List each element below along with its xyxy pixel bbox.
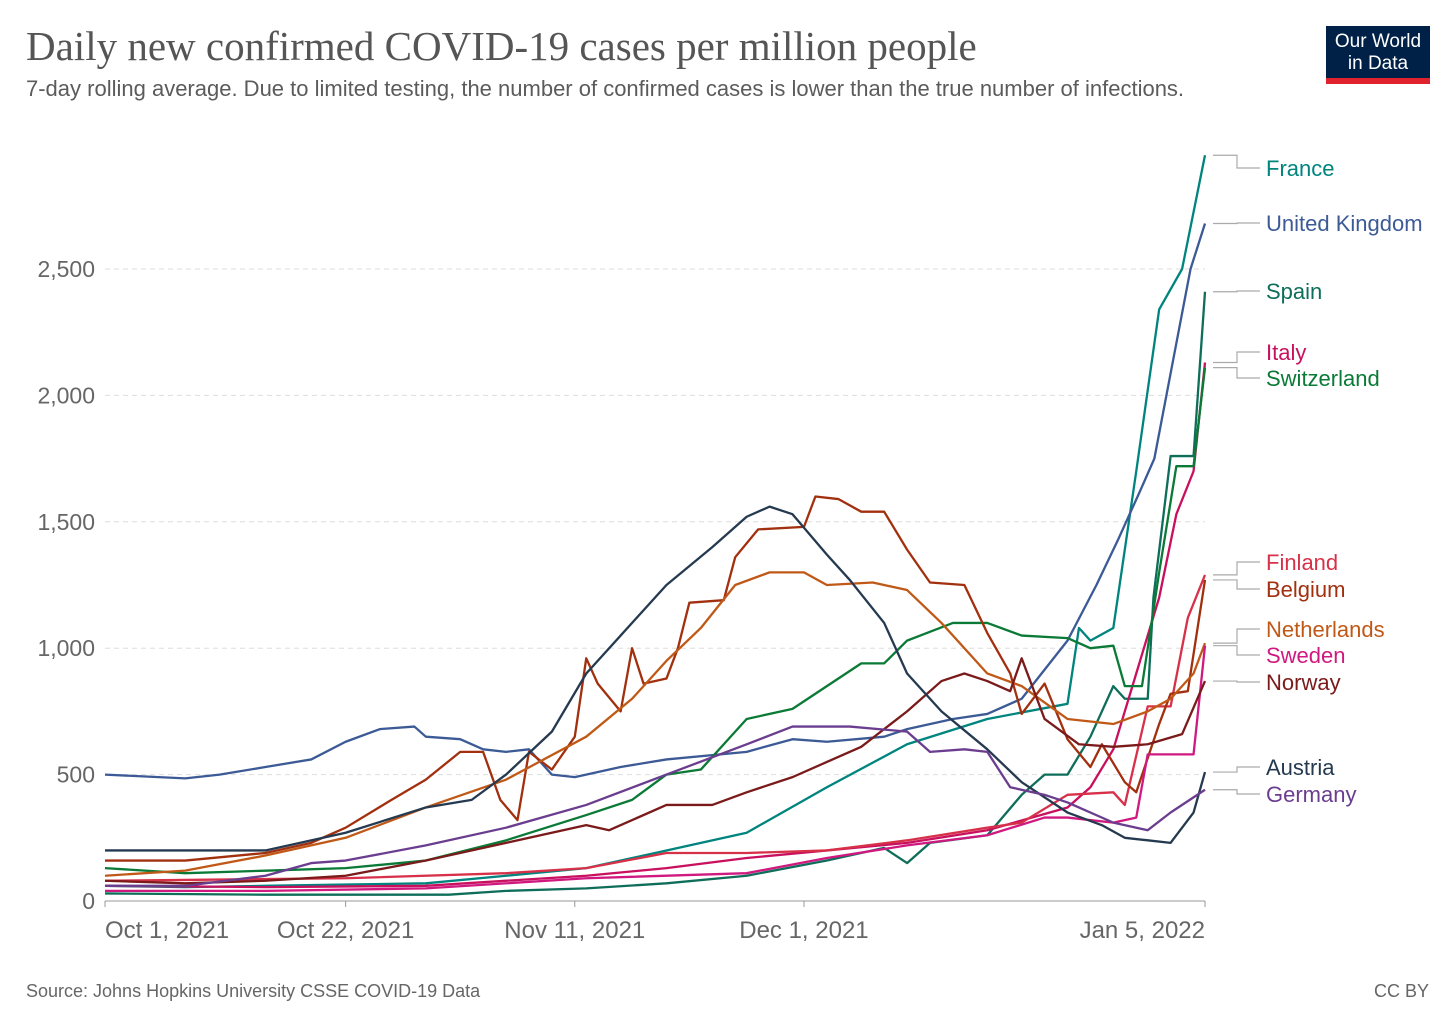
label-connector — [1213, 366, 1260, 379]
series-label-finland: Finland — [1266, 550, 1338, 575]
source-note[interactable]: Source: Johns Hopkins University CSSE CO… — [26, 981, 481, 1001]
series-label-united-kingdom: United Kingdom — [1266, 211, 1423, 236]
label-connector — [1213, 351, 1260, 364]
series-line-united-kingdom — [104, 223, 1207, 780]
series-label-sweden: Sweden — [1266, 643, 1346, 668]
series-line-germany — [105, 725, 1206, 887]
x-tick-label: Oct 1, 2021 — [105, 917, 229, 944]
label-connector — [1213, 645, 1260, 656]
label-connector — [1213, 789, 1260, 795]
label-connector — [1213, 766, 1260, 773]
series-line-finland — [104, 574, 1207, 882]
series-label-austria: Austria — [1266, 755, 1335, 780]
x-tick-label: Dec 1, 2021 — [739, 917, 868, 944]
series-line-netherlands — [104, 571, 1207, 877]
series-line-italy — [104, 362, 1207, 889]
y-tick-label: 500 — [57, 762, 95, 788]
label-connector — [1213, 628, 1260, 644]
chart-subtitle: 7-day rolling average. Due to limited te… — [26, 76, 1185, 101]
chart-title: Daily new confirmed COVID-19 cases per m… — [26, 23, 977, 69]
logo-line-2: in Data — [1347, 53, 1409, 74]
x-tick-label: Oct 22, 2021 — [277, 917, 414, 944]
series-line-spain — [104, 291, 1207, 896]
series-line-sweden — [105, 645, 1207, 893]
series-label-germany: Germany — [1266, 782, 1356, 807]
y-tick-label: 2,500 — [37, 256, 95, 282]
license-note[interactable]: CC BY — [1373, 981, 1429, 1001]
y-tick-label: 1,000 — [37, 635, 95, 661]
series-line-belgium — [105, 495, 1207, 862]
label-connector — [1213, 680, 1260, 683]
owid-logo[interactable]: Our World in Data — [1326, 26, 1430, 84]
series-label-switzerland: Switzerland — [1266, 366, 1380, 391]
label-connector — [1213, 290, 1260, 293]
series-label-italy: Italy — [1266, 340, 1306, 365]
logo-line-1: Our World — [1334, 31, 1422, 52]
series-label-norway: Norway — [1266, 670, 1341, 695]
y-tick-label: 1,500 — [37, 509, 95, 535]
series-label-france: France — [1266, 156, 1334, 181]
label-connector — [1213, 579, 1260, 590]
y-tick-label: 0 — [82, 888, 95, 914]
series-line-austria — [105, 505, 1207, 852]
label-connector — [1213, 154, 1260, 169]
series-line-norway — [104, 657, 1207, 885]
series-label-spain: Spain — [1266, 279, 1322, 304]
label-connector — [1213, 561, 1260, 576]
series-line-france — [104, 155, 1207, 889]
y-tick-label: 2,000 — [37, 382, 95, 408]
series-line-switzerland — [104, 367, 1207, 875]
x-tick-label: Jan 5, 2022 — [1080, 917, 1205, 944]
x-tick-label: Nov 11, 2021 — [504, 917, 645, 944]
series-label-belgium: Belgium — [1266, 577, 1345, 602]
series-label-netherlands: Netherlands — [1266, 617, 1385, 642]
